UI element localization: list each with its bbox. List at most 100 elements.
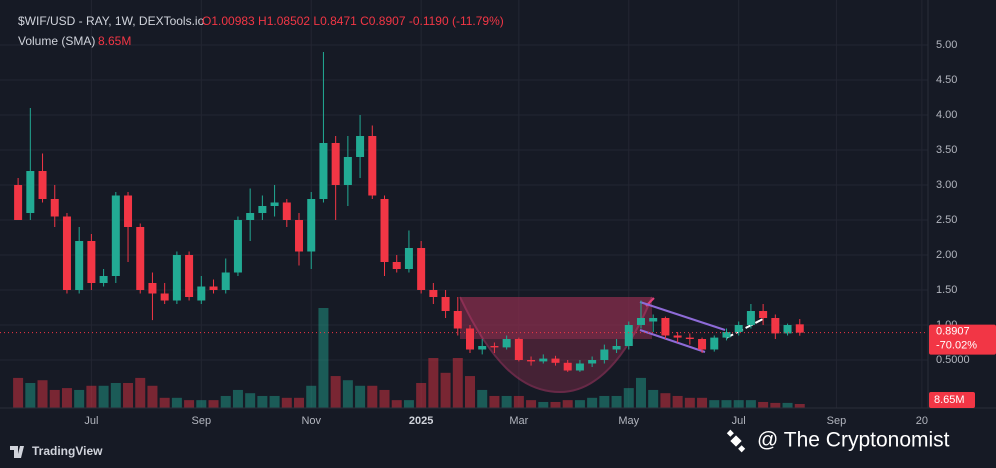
watermark: @ The Cryptonomist bbox=[757, 429, 950, 452]
candle-body bbox=[441, 297, 450, 311]
volume-bar bbox=[513, 395, 524, 408]
volume-bar bbox=[367, 385, 378, 408]
volume-bar bbox=[281, 397, 292, 408]
volume-bar bbox=[477, 389, 488, 408]
candle-body bbox=[136, 227, 145, 290]
x-tick-label: Nov bbox=[301, 415, 321, 427]
y-tick-label: 2.00 bbox=[936, 249, 957, 261]
volume-bar bbox=[196, 400, 207, 408]
volume-bar bbox=[721, 400, 732, 408]
candle-body bbox=[759, 311, 768, 318]
candle-body bbox=[356, 136, 365, 157]
volume-bar bbox=[342, 380, 353, 408]
candle-body bbox=[600, 349, 609, 360]
candle-body bbox=[380, 199, 389, 262]
y-tick-label: 3.00 bbox=[936, 179, 957, 191]
volume-axis-label: 8.65M bbox=[934, 394, 965, 406]
candle-body bbox=[746, 311, 755, 325]
candle-body bbox=[172, 255, 181, 301]
candle-body bbox=[246, 213, 255, 220]
y-tick-label: 5.00 bbox=[936, 39, 957, 51]
volume-bar bbox=[745, 400, 756, 408]
candle-body bbox=[209, 286, 218, 290]
candle-body bbox=[295, 220, 304, 252]
volume-box bbox=[929, 392, 975, 408]
y-tick-label: 4.50 bbox=[936, 74, 957, 86]
candle-body bbox=[527, 360, 536, 362]
volume-bar bbox=[13, 377, 24, 408]
volume-bar bbox=[86, 385, 97, 408]
volume-bar bbox=[672, 395, 683, 408]
candle-body bbox=[502, 339, 511, 348]
volume-bar bbox=[379, 389, 390, 408]
y-tick-label: 0.5000 bbox=[936, 354, 970, 366]
candle-body bbox=[466, 328, 474, 350]
candle-body bbox=[649, 318, 658, 322]
candle-body bbox=[270, 202, 279, 206]
volume-bar bbox=[611, 395, 622, 408]
candle-body bbox=[661, 318, 670, 336]
y-tick-label: 2.50 bbox=[936, 214, 957, 226]
brand-name: TradingView bbox=[32, 444, 103, 458]
candle-body bbox=[331, 143, 340, 185]
x-tick-label: Sep bbox=[192, 415, 212, 427]
candle-body bbox=[258, 206, 267, 213]
ohlc-readout: O1.00983 H1.08502 L0.8471 C0.8907 -0.119… bbox=[202, 14, 504, 28]
candle-body bbox=[404, 248, 413, 269]
candle-body bbox=[14, 185, 23, 220]
x-tick-label: Mar bbox=[509, 415, 528, 427]
candle-body bbox=[539, 358, 548, 362]
candle-body bbox=[453, 311, 462, 329]
candle-body bbox=[148, 283, 157, 294]
candle-body bbox=[111, 195, 120, 276]
volume-bar bbox=[599, 395, 610, 408]
volume-bar bbox=[318, 308, 329, 408]
flag-top bbox=[639, 301, 726, 331]
volume-bar bbox=[330, 376, 341, 408]
last-price-label: 0.8907 bbox=[936, 326, 970, 338]
y-tick-label: 4.00 bbox=[936, 109, 957, 121]
candle-body bbox=[185, 255, 194, 297]
candle-body bbox=[612, 346, 621, 350]
volume-bar bbox=[623, 388, 634, 408]
last-price-box bbox=[929, 324, 996, 355]
volume-title: Volume (SMA) bbox=[18, 34, 95, 48]
x-tick-label: May bbox=[618, 415, 639, 427]
volume-bar bbox=[355, 385, 366, 408]
volume-bar bbox=[171, 397, 182, 408]
volume-bar bbox=[587, 397, 598, 408]
candle-body bbox=[50, 199, 59, 217]
volume-bar bbox=[501, 395, 512, 408]
cup-zone bbox=[460, 297, 652, 339]
volume-bar bbox=[733, 400, 744, 408]
candle-body bbox=[124, 195, 133, 227]
x-tick-label: 20 bbox=[916, 415, 928, 427]
candle-body bbox=[62, 216, 71, 290]
volume-bar bbox=[574, 400, 585, 408]
candle-body bbox=[685, 337, 694, 339]
volume-bar bbox=[416, 383, 427, 408]
volume-bar bbox=[403, 400, 414, 408]
x-tick-label: Sep bbox=[827, 415, 847, 427]
volume-bar bbox=[110, 383, 121, 408]
volume-bar bbox=[452, 358, 463, 408]
volume-bar bbox=[709, 400, 720, 408]
candle-body bbox=[636, 318, 645, 325]
marks bbox=[13, 52, 805, 408]
volume-bar bbox=[49, 389, 60, 408]
candle-body bbox=[87, 241, 96, 283]
candle-body bbox=[698, 339, 707, 350]
candle-body bbox=[221, 272, 230, 290]
candle-body bbox=[343, 157, 352, 185]
volume-bar bbox=[660, 393, 671, 408]
y-tick-label: 1.50 bbox=[936, 284, 957, 296]
x-tick-label: 2025 bbox=[409, 415, 433, 427]
candle-body bbox=[490, 346, 499, 348]
volume-readout: 8.65M bbox=[98, 34, 131, 48]
volume-bar bbox=[98, 385, 109, 408]
volume-bar bbox=[465, 376, 475, 408]
volume-bar bbox=[440, 372, 451, 408]
candle-body bbox=[710, 337, 719, 350]
candle-body bbox=[722, 332, 731, 338]
